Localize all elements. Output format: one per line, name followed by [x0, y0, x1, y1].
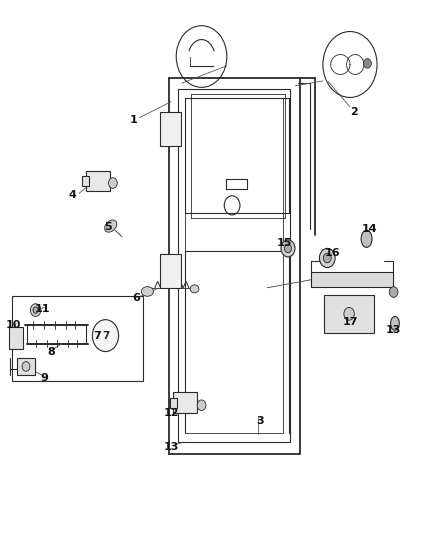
Circle shape: [197, 400, 206, 410]
Text: 3: 3: [257, 416, 264, 426]
Text: 17: 17: [342, 317, 358, 327]
Ellipse shape: [141, 287, 153, 296]
Bar: [170, 398, 177, 408]
Polygon shape: [160, 112, 181, 147]
Circle shape: [22, 362, 30, 371]
Text: 2: 2: [350, 107, 358, 117]
Bar: [86, 171, 110, 191]
Bar: [173, 392, 197, 413]
Polygon shape: [160, 254, 181, 288]
Circle shape: [285, 244, 291, 253]
Bar: [10, 327, 22, 349]
Text: 9: 9: [40, 373, 48, 383]
Text: 7: 7: [102, 330, 109, 341]
Text: 11: 11: [35, 304, 50, 314]
Circle shape: [33, 307, 38, 313]
Circle shape: [109, 177, 117, 188]
Text: 4: 4: [69, 190, 77, 200]
Circle shape: [323, 253, 331, 263]
Circle shape: [281, 240, 295, 257]
Circle shape: [319, 248, 335, 268]
Text: 5: 5: [104, 222, 112, 232]
Bar: [12, 296, 143, 381]
Ellipse shape: [105, 220, 117, 232]
Ellipse shape: [361, 230, 372, 247]
Bar: [17, 358, 35, 375]
Text: 13: 13: [163, 442, 179, 452]
Circle shape: [392, 320, 398, 327]
Text: 6: 6: [132, 293, 140, 303]
Circle shape: [92, 320, 119, 352]
Ellipse shape: [190, 285, 199, 293]
Circle shape: [364, 59, 371, 68]
Text: 13: 13: [386, 325, 401, 335]
Text: 12: 12: [163, 408, 179, 418]
Circle shape: [389, 287, 398, 297]
Text: 1: 1: [130, 115, 138, 125]
Bar: [311, 272, 393, 287]
Text: 8: 8: [47, 346, 55, 357]
Text: 7: 7: [93, 330, 101, 341]
Circle shape: [344, 308, 354, 320]
Circle shape: [30, 304, 41, 317]
Bar: [82, 176, 89, 185]
Bar: [324, 295, 374, 333]
Ellipse shape: [391, 317, 399, 330]
Text: 10: 10: [5, 320, 21, 330]
Circle shape: [362, 233, 371, 244]
Text: 14: 14: [362, 224, 378, 235]
Text: 15: 15: [277, 238, 292, 247]
Text: 16: 16: [325, 248, 340, 258]
